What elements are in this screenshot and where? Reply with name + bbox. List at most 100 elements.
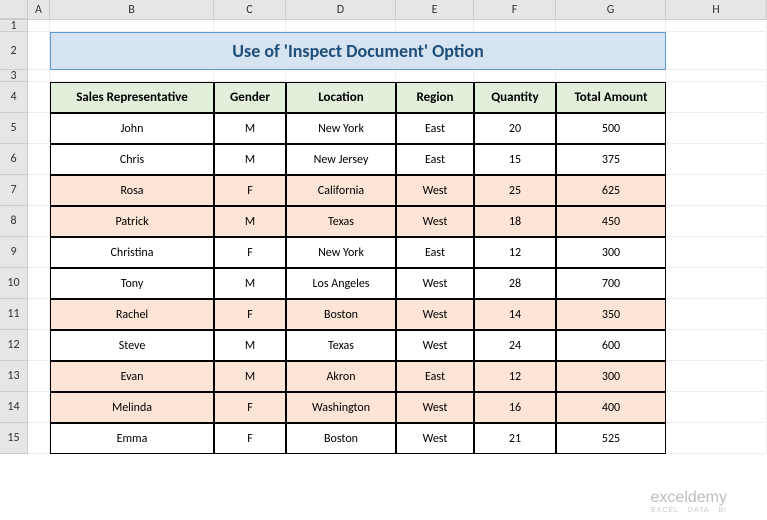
row-header-15[interactable]: 15	[0, 423, 28, 454]
table-cell[interactable]: M	[214, 361, 286, 392]
empty-cell[interactable]	[474, 70, 556, 82]
empty-cell[interactable]	[28, 20, 50, 32]
empty-cell[interactable]	[666, 144, 767, 175]
table-cell[interactable]: F	[214, 237, 286, 268]
table-cell[interactable]: 24	[474, 330, 556, 361]
table-cell[interactable]: Los Angeles	[286, 268, 396, 299]
table-cell[interactable]: Boston	[286, 299, 396, 330]
empty-cell[interactable]	[666, 175, 767, 206]
table-cell[interactable]: West	[396, 268, 474, 299]
empty-cell[interactable]	[286, 70, 396, 82]
empty-cell[interactable]	[666, 299, 767, 330]
table-cell[interactable]: Tony	[50, 268, 214, 299]
table-cell[interactable]: West	[396, 392, 474, 423]
col-header-F[interactable]: F	[474, 0, 556, 19]
table-cell[interactable]: F	[214, 299, 286, 330]
col-header-D[interactable]: D	[286, 0, 396, 19]
empty-cell[interactable]	[396, 70, 474, 82]
empty-cell[interactable]	[396, 20, 474, 32]
table-cell[interactable]: 500	[556, 113, 666, 144]
table-cell[interactable]: Washington	[286, 392, 396, 423]
empty-cell[interactable]	[28, 82, 50, 113]
table-cell[interactable]: 350	[556, 299, 666, 330]
empty-cell[interactable]	[50, 20, 214, 32]
table-cell[interactable]: 12	[474, 361, 556, 392]
empty-cell[interactable]	[666, 82, 767, 113]
title-cell[interactable]: Use of 'Inspect Document' Option	[50, 32, 666, 70]
empty-cell[interactable]	[28, 70, 50, 82]
table-header-cell[interactable]: Sales Representative	[50, 82, 214, 113]
table-cell[interactable]: 400	[556, 392, 666, 423]
table-cell[interactable]: Akron	[286, 361, 396, 392]
empty-cell[interactable]	[666, 392, 767, 423]
row-header-10[interactable]: 10	[0, 268, 28, 299]
table-cell[interactable]: F	[214, 423, 286, 454]
empty-cell[interactable]	[28, 206, 50, 237]
table-cell[interactable]: 375	[556, 144, 666, 175]
empty-cell[interactable]	[666, 237, 767, 268]
table-cell[interactable]: 18	[474, 206, 556, 237]
col-header-H[interactable]: H	[666, 0, 767, 19]
row-header-9[interactable]: 9	[0, 237, 28, 268]
table-cell[interactable]: West	[396, 423, 474, 454]
col-header-A[interactable]: A	[28, 0, 50, 19]
table-cell[interactable]: 21	[474, 423, 556, 454]
table-cell[interactable]: East	[396, 144, 474, 175]
empty-cell[interactable]	[28, 392, 50, 423]
table-cell[interactable]: Texas	[286, 330, 396, 361]
table-cell[interactable]: Steve	[50, 330, 214, 361]
empty-cell[interactable]	[666, 330, 767, 361]
empty-cell[interactable]	[666, 32, 767, 70]
table-header-cell[interactable]: Quantity	[474, 82, 556, 113]
table-cell[interactable]: Rosa	[50, 175, 214, 206]
table-cell[interactable]: Evan	[50, 361, 214, 392]
table-cell[interactable]: Boston	[286, 423, 396, 454]
table-cell[interactable]: East	[396, 361, 474, 392]
table-cell[interactable]: East	[396, 237, 474, 268]
table-cell[interactable]: 25	[474, 175, 556, 206]
table-cell[interactable]: Melinda	[50, 392, 214, 423]
table-cell[interactable]: West	[396, 175, 474, 206]
table-cell[interactable]: California	[286, 175, 396, 206]
empty-cell[interactable]	[666, 20, 767, 32]
row-header-1[interactable]: 1	[0, 20, 28, 32]
empty-cell[interactable]	[666, 423, 767, 454]
table-cell[interactable]: 450	[556, 206, 666, 237]
empty-cell[interactable]	[666, 361, 767, 392]
empty-cell[interactable]	[28, 175, 50, 206]
table-cell[interactable]: M	[214, 330, 286, 361]
empty-cell[interactable]	[556, 70, 666, 82]
table-cell[interactable]: 20	[474, 113, 556, 144]
table-cell[interactable]: M	[214, 206, 286, 237]
table-cell[interactable]: New Jersey	[286, 144, 396, 175]
row-header-14[interactable]: 14	[0, 392, 28, 423]
table-cell[interactable]: West	[396, 206, 474, 237]
row-header-3[interactable]: 3	[0, 70, 28, 82]
row-header-5[interactable]: 5	[0, 113, 28, 144]
empty-cell[interactable]	[28, 237, 50, 268]
table-cell[interactable]: Emma	[50, 423, 214, 454]
row-header-2[interactable]: 2	[0, 32, 28, 70]
table-cell[interactable]: F	[214, 175, 286, 206]
empty-cell[interactable]	[28, 299, 50, 330]
table-cell[interactable]: 14	[474, 299, 556, 330]
table-cell[interactable]: 16	[474, 392, 556, 423]
table-cell[interactable]: 28	[474, 268, 556, 299]
empty-cell[interactable]	[666, 206, 767, 237]
empty-cell[interactable]	[28, 361, 50, 392]
table-header-cell[interactable]: Gender	[214, 82, 286, 113]
col-header-G[interactable]: G	[556, 0, 666, 19]
table-header-cell[interactable]: Total Amount	[556, 82, 666, 113]
select-all-corner[interactable]	[0, 0, 28, 19]
empty-cell[interactable]	[28, 32, 50, 70]
row-header-8[interactable]: 8	[0, 206, 28, 237]
table-cell[interactable]: New York	[286, 237, 396, 268]
table-cell[interactable]: Christina	[50, 237, 214, 268]
row-header-13[interactable]: 13	[0, 361, 28, 392]
table-cell[interactable]: M	[214, 144, 286, 175]
table-cell[interactable]: 700	[556, 268, 666, 299]
table-cell[interactable]: Chris	[50, 144, 214, 175]
table-cell[interactable]: New York	[286, 113, 396, 144]
col-header-B[interactable]: B	[50, 0, 214, 19]
table-cell[interactable]: M	[214, 268, 286, 299]
